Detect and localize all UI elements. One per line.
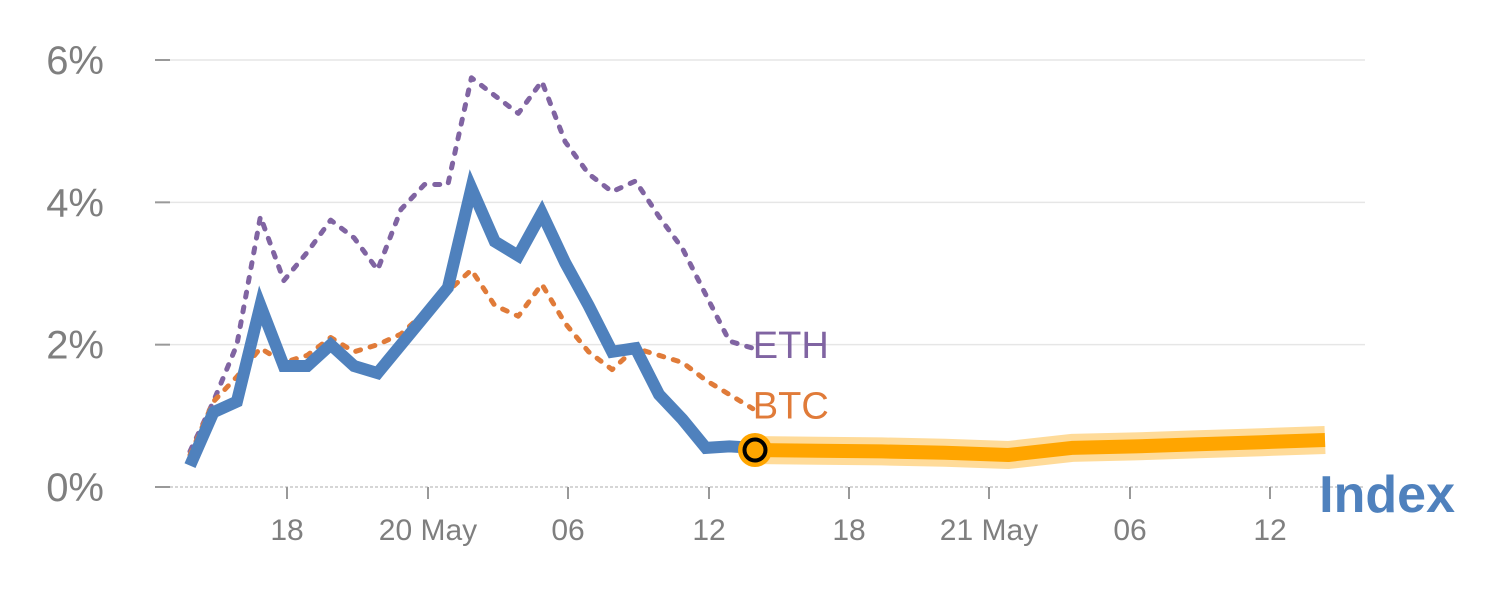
y-tick-label: 4%: [46, 181, 104, 225]
x-tick-label: 06: [1113, 514, 1146, 547]
x-tick-label: 06: [551, 514, 584, 547]
x-tick-label: 12: [692, 514, 725, 547]
x-tick-label: 18: [270, 514, 303, 547]
x-tick-label: 20 May: [379, 514, 477, 547]
current-value-marker: [742, 437, 768, 463]
x-tick-label: 18: [832, 514, 865, 547]
series-lines: [184, 75, 1326, 469]
y-axis: 0% 2% 4% 6%: [46, 39, 170, 510]
index-series-line: [184, 169, 756, 469]
eth-series-label: ETH: [753, 325, 829, 367]
x-tick-label: 12: [1253, 514, 1286, 547]
y-tick-label: 2%: [46, 324, 104, 368]
eth-series-line: [187, 75, 756, 454]
x-tick-label: 21 May: [940, 514, 1038, 547]
index-series-label: Index: [1319, 466, 1455, 524]
forecast-line: [754, 433, 1326, 462]
y-tick-label: 6%: [46, 39, 104, 83]
series-labels: ETH BTC Index: [753, 325, 1455, 524]
btc-series-line: [187, 267, 756, 458]
x-axis: 18 20 May 06 12 18 21 May 06 12: [270, 487, 1287, 547]
y-tick-label: 0%: [46, 466, 104, 510]
btc-series-label: BTC: [753, 386, 829, 428]
